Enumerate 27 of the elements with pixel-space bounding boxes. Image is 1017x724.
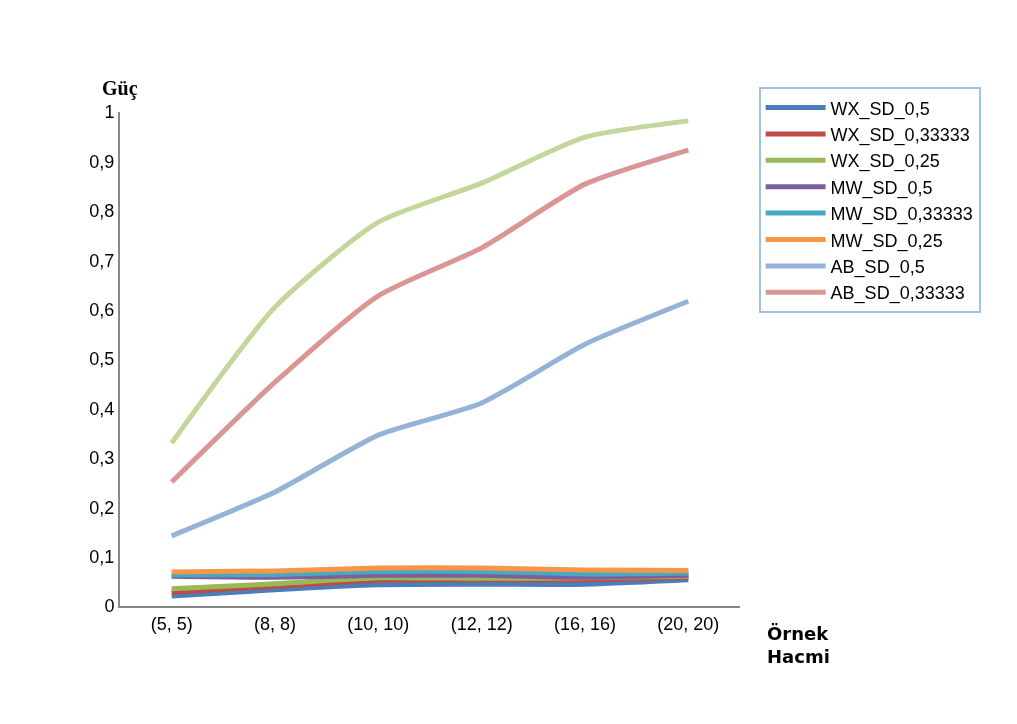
x-tick-label: (5, 5) (150, 613, 193, 634)
legend-label: MW_SD_0,5 (830, 177, 933, 199)
x-tick-label: (20, 20) (657, 613, 720, 634)
y-tick-label: 0,6 (89, 299, 115, 320)
legend-label: WX_SD_0,25 (830, 151, 940, 173)
y-tick-label: 0,1 (89, 546, 115, 567)
y-tick-label: 0 (104, 596, 115, 617)
legend-label: WX_SD_0,33333 (830, 124, 970, 146)
legend-label: WX_SD_0,5 (830, 98, 930, 120)
x-tick-label: (10, 10) (347, 613, 410, 634)
y-tick-label: 0,9 (89, 151, 115, 172)
x-tick-label: (8, 8) (253, 613, 297, 634)
legend-label: AB_SD_0,33333 (830, 283, 965, 305)
legend-label: MW_SD_0,33333 (830, 204, 973, 226)
y-tick-label: 0,7 (89, 250, 115, 271)
legend-label: AB_SD_0,5 (830, 256, 925, 278)
y-axis-title: Güç (102, 77, 138, 100)
legend-label: MW_SD_0,25 (830, 230, 943, 252)
y-tick-label: 0,8 (89, 201, 115, 222)
y-tick-label: 0,3 (89, 448, 115, 469)
x-axis-title: Örnek Hacmi (767, 623, 830, 668)
x-tick-label: (16, 16) (553, 613, 617, 634)
x-tick-label: (12, 12) (450, 613, 513, 634)
y-tick-label: 0,5 (89, 349, 115, 370)
y-tick-label: 0,4 (89, 398, 115, 419)
y-tick-label: 1 (104, 102, 115, 123)
y-tick-label: 0,2 (89, 497, 115, 518)
